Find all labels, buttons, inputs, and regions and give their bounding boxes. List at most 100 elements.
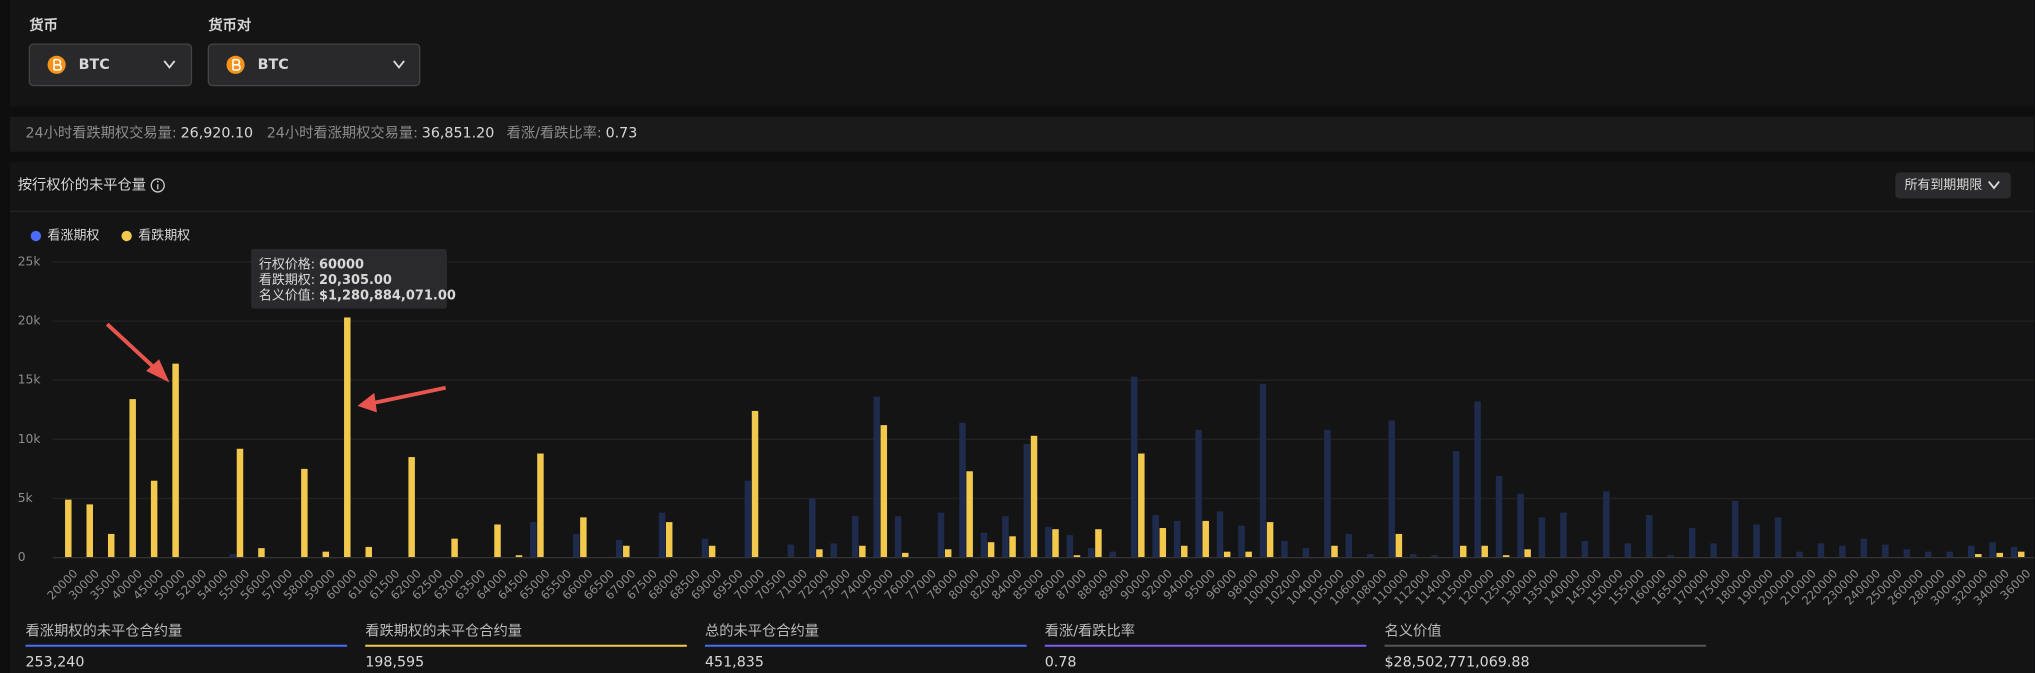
summary-label: 名义价值: [1384, 623, 1441, 640]
legend-marker: [121, 230, 132, 242]
bar: [1581, 541, 1589, 558]
bar: [172, 363, 179, 558]
bar: [580, 517, 587, 558]
bar: [322, 551, 330, 558]
y-tick-label: 25k: [18, 254, 42, 268]
bar: [880, 425, 888, 558]
bar: [1903, 549, 1911, 558]
bar: [1152, 515, 1159, 558]
stat-label: 24小时看涨期权交易量:: [267, 124, 418, 142]
bar: [902, 552, 909, 558]
bar: [530, 522, 537, 558]
expiry-value: 所有到期期限: [1904, 178, 1982, 193]
info-icon[interactable]: [150, 178, 165, 193]
expiry-dropdown[interactable]: 所有到期期限: [1895, 172, 2011, 199]
summary-label: 看涨期权的未平仓合约量: [26, 623, 183, 640]
bar: [1388, 420, 1395, 558]
currency-dropdown[interactable]: BTC: [28, 43, 193, 87]
bar: [1495, 475, 1503, 558]
bar: [1474, 401, 1481, 558]
summary-label: 看跌期权的未平仓合约量: [365, 623, 522, 640]
currency-label: 货币: [29, 16, 58, 34]
currency-value: BTC: [79, 57, 110, 73]
bar: [1731, 500, 1739, 558]
bar: [107, 533, 115, 558]
bar: [1996, 552, 2004, 558]
bar: [258, 548, 265, 558]
bar: [1409, 554, 1417, 558]
annotation-arrow: [105, 322, 447, 413]
bar: [1216, 511, 1224, 558]
bar: [1860, 538, 1868, 558]
bar: [1989, 542, 1996, 558]
bar: [1173, 520, 1181, 558]
tooltip-row: 名义价值: $1,280,884,071.00: [259, 287, 456, 303]
stat-value: 0.73: [606, 126, 638, 142]
bar: [744, 480, 752, 558]
bar: [1331, 545, 1338, 558]
bar: [408, 457, 415, 558]
summary-value: $28,502,771,069.88: [1384, 655, 1529, 671]
tooltip-label: 看跌期权:: [259, 272, 315, 288]
bar: [1259, 383, 1267, 558]
dropdown-box[interactable]: [28, 43, 193, 87]
bar: [615, 539, 623, 558]
bar: [1603, 491, 1610, 558]
stat: 24小时看跌期权交易量: 26,920.10: [26, 124, 254, 142]
bar: [572, 533, 580, 558]
dropdown-box[interactable]: [207, 43, 421, 87]
stat-value: 26,920.10: [181, 126, 254, 142]
chevron: [1988, 180, 2000, 190]
bar: [1431, 555, 1438, 558]
arrow-head: [357, 392, 377, 413]
bar: [150, 480, 158, 558]
bar: [980, 532, 988, 558]
summary-value: 451,835: [705, 655, 764, 671]
tooltip-label: 行权价格:: [259, 256, 315, 272]
bar: [658, 512, 666, 558]
legend-marker: [30, 230, 42, 242]
bar: [1281, 541, 1288, 558]
bar: [344, 317, 351, 558]
bar: [236, 448, 244, 558]
bar: [1524, 549, 1531, 558]
bar: [1688, 528, 1696, 558]
bar: [1159, 528, 1167, 558]
summary-value: 198,595: [365, 655, 424, 671]
bar: [701, 538, 709, 558]
bar: [1045, 526, 1052, 558]
bar: [1002, 516, 1009, 558]
bar: [987, 542, 995, 558]
tooltip-value: 20,305.00: [319, 273, 392, 288]
info-icon-dot: [156, 180, 159, 183]
bar: [830, 543, 837, 558]
y-tick-label: 15k: [18, 373, 42, 387]
bar: [751, 410, 759, 558]
bar: [301, 468, 308, 558]
dropdown-box[interactable]: [1895, 172, 2011, 199]
bar: [809, 498, 816, 558]
bar: [1667, 555, 1674, 558]
bar: [665, 522, 673, 558]
bar: [1538, 517, 1546, 558]
tooltip-label: 名义价值:: [259, 287, 315, 303]
summary-value: 253,240: [26, 655, 85, 671]
bar: [1009, 536, 1016, 558]
bar: [494, 524, 501, 558]
bar: [873, 396, 880, 558]
summary-value: 0.78: [1045, 655, 1077, 671]
chevron: [393, 60, 405, 69]
bar: [1095, 529, 1102, 558]
bar: [1517, 493, 1524, 558]
bar: [537, 453, 544, 558]
pair-dropdown[interactable]: BTC: [207, 43, 421, 87]
bar: [1452, 451, 1460, 558]
bar: [816, 549, 823, 558]
bar: [1624, 543, 1632, 558]
bar: [1975, 554, 1982, 558]
stat-value: 36,851.20: [422, 126, 495, 142]
pair-label: 货币对: [208, 16, 251, 34]
bar: [851, 516, 859, 558]
